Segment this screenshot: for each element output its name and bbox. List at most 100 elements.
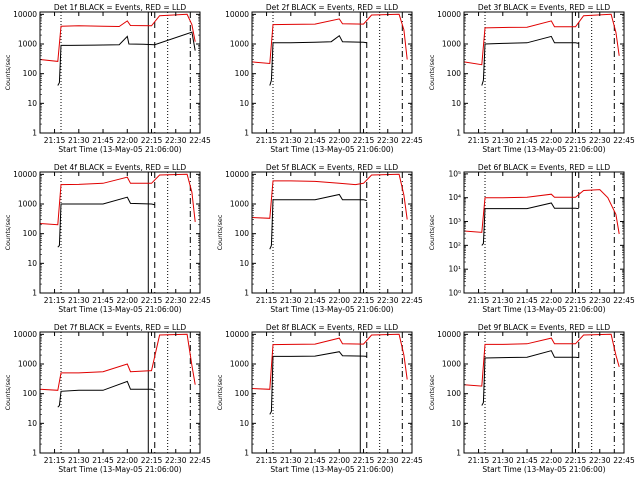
series-line-lld — [463, 13, 620, 66]
x-tick-label: 22:30 — [589, 456, 611, 465]
x-tick-label: 22:00 — [328, 136, 350, 145]
x-axis-label: Start Time (13-May-05 21:06:00) — [58, 465, 181, 474]
y-tick-label: 1 — [456, 449, 461, 458]
x-tick-label: 21:15 — [256, 456, 278, 465]
series-line-lld — [251, 13, 408, 65]
x-tick-label: 21:15 — [468, 136, 490, 145]
panel-title: Det 2f BLACK = Events, RED = LLD — [266, 3, 399, 12]
series-line-events — [269, 193, 367, 250]
panel-title: Det 9f BLACK = Events, RED = LLD — [478, 323, 611, 332]
x-tick-label: 22:45 — [189, 136, 211, 145]
y-tick-label: 1000 — [230, 200, 249, 209]
x-tick-label: 22:15 — [141, 296, 163, 305]
x-tick-label: 22:15 — [565, 456, 587, 465]
y-tick-label: 1000 — [442, 360, 461, 369]
x-tick-label: 22:45 — [401, 296, 423, 305]
plot-frame — [39, 11, 201, 134]
series-line-lld — [39, 13, 196, 62]
x-tick-label: 22:30 — [165, 296, 187, 305]
y-tick-label: 10 — [451, 99, 461, 108]
x-tick-label: 22:45 — [189, 296, 211, 305]
x-tick-label: 22:30 — [377, 296, 399, 305]
panel-det-9: Det 9f BLACK = Events, RED = LLD 1 10 100 10… — [428, 323, 635, 474]
panel-det-7: Det 7f BLACK = Events, RED = LLD 1 10 100 10… — [4, 323, 211, 474]
x-tick-label: 21:30 — [68, 136, 90, 145]
x-tick-label: 21:45 — [92, 136, 114, 145]
y-tick-label: 100 — [23, 69, 38, 78]
panel-title: Det 8f BLACK = Events, RED = LLD — [266, 323, 399, 332]
y-tick-label: 10000 — [225, 10, 249, 19]
x-tick-label: 22:45 — [613, 456, 635, 465]
y-tick-label: 1000 — [230, 360, 249, 369]
x-tick-label: 21:30 — [68, 456, 90, 465]
x-tick-label: 22:15 — [353, 296, 375, 305]
plot-frame — [463, 331, 625, 454]
x-tick-label: 22:15 — [353, 456, 375, 465]
plot-frame — [39, 171, 201, 294]
x-tick-label: 22:00 — [328, 296, 350, 305]
y-tick-label: 1 — [32, 129, 37, 138]
x-tick-label: 22:30 — [377, 136, 399, 145]
panel-title: Det 3f BLACK = Events, RED = LLD — [478, 3, 611, 12]
panel-det-8: Det 8f BLACK = Events, RED = LLD 1 10 100 10… — [216, 323, 423, 474]
series-line-lld — [251, 173, 408, 220]
x-tick-label: 21:45 — [516, 456, 538, 465]
y-tick-label: 100 — [235, 69, 250, 78]
y-tick-label: 10⁵ — [448, 169, 461, 178]
y-tick-label: 10³ — [448, 217, 461, 226]
x-axis-label: Start Time (13-May-05 21:06:00) — [482, 465, 605, 474]
y-tick-label: 10000 — [225, 330, 249, 339]
y-tick-label: 100 — [23, 229, 38, 238]
x-tick-label: 22:00 — [540, 296, 562, 305]
x-tick-label: 21:15 — [468, 456, 490, 465]
y-axis-label: Counts/sec — [428, 374, 436, 410]
x-tick-label: 21:30 — [492, 136, 514, 145]
y-tick-label: 10 — [239, 259, 249, 268]
y-tick-label: 1 — [244, 449, 249, 458]
panel-title: Det 4f BLACK = Events, RED = LLD — [54, 163, 187, 172]
panel-det-4: Det 4f BLACK = Events, RED = LLD 1 10 100 10… — [4, 163, 211, 314]
x-tick-label: 22:45 — [613, 296, 635, 305]
x-tick-label: 21:30 — [280, 136, 302, 145]
x-tick-label: 21:45 — [516, 136, 538, 145]
x-tick-label: 22:30 — [165, 456, 187, 465]
y-tick-label: 10⁴ — [448, 193, 461, 202]
x-tick-label: 21:45 — [92, 456, 114, 465]
x-tick-label: 22:00 — [116, 296, 138, 305]
plot-frame — [39, 331, 201, 454]
x-tick-label: 22:30 — [589, 136, 611, 145]
y-tick-label: 10¹ — [448, 265, 461, 274]
series-line-lld — [39, 333, 196, 391]
series-line-events — [269, 34, 367, 86]
y-tick-label: 1 — [32, 449, 37, 458]
x-tick-label: 21:15 — [256, 296, 278, 305]
y-tick-label: 100 — [235, 389, 250, 398]
panel-title: Det 7f BLACK = Events, RED = LLD — [54, 323, 187, 332]
x-tick-label: 21:45 — [92, 296, 114, 305]
x-tick-label: 22:00 — [540, 136, 562, 145]
x-tick-label: 21:15 — [44, 456, 66, 465]
series-line-events — [269, 351, 367, 415]
x-tick-label: 22:00 — [328, 456, 350, 465]
panel-title: Det 6f BLACK = Events, RED = LLD — [478, 163, 611, 172]
plot-frame — [463, 171, 625, 294]
series-line-lld — [251, 333, 408, 390]
y-tick-label: 1 — [244, 129, 249, 138]
y-tick-label: 10 — [27, 259, 37, 268]
x-tick-label: 21:45 — [304, 456, 326, 465]
y-tick-label: 10000 — [13, 170, 37, 179]
panel-det-5: Det 5f BLACK = Events, RED = LLD 1 10 100 10… — [216, 163, 423, 314]
x-tick-label: 21:15 — [44, 136, 66, 145]
plot-frame — [251, 11, 413, 134]
series-line-lld — [463, 189, 620, 235]
y-tick-label: 10 — [239, 419, 249, 428]
x-tick-label: 21:30 — [492, 296, 514, 305]
x-tick-label: 22:30 — [377, 456, 399, 465]
x-axis-label: Start Time (13-May-05 21:06:00) — [270, 465, 393, 474]
x-axis-label: Start Time (13-May-05 21:06:00) — [58, 145, 181, 154]
x-tick-label: 22:15 — [565, 296, 587, 305]
y-axis-label: Counts/sec — [216, 374, 224, 410]
x-tick-label: 21:15 — [44, 296, 66, 305]
y-tick-label: 10000 — [437, 10, 461, 19]
